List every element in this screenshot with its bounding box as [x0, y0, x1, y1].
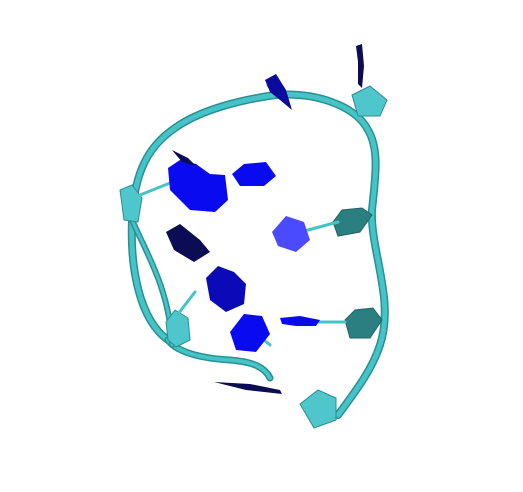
sugar-left	[119, 184, 143, 223]
base-pyrimidine-upper	[232, 162, 276, 186]
base-top	[265, 74, 292, 110]
base-dark-streak-bottom	[214, 382, 282, 394]
sugar-bottom	[299, 389, 337, 429]
base-dark-mid-left	[166, 224, 210, 262]
sugar-top-right	[351, 85, 388, 117]
base-purine-upper-left	[168, 160, 228, 212]
base-single-right	[272, 216, 310, 252]
base-hexagon-lower	[230, 314, 270, 352]
base-flat-right	[280, 316, 320, 326]
base-spike-top-right	[356, 44, 364, 88]
sugar-left-lower	[165, 309, 191, 348]
sugar-right-lower	[344, 307, 383, 339]
base-purine-mid	[206, 266, 246, 312]
sugar-right-upper	[332, 207, 373, 237]
base-dark-fin-upper	[172, 150, 196, 166]
